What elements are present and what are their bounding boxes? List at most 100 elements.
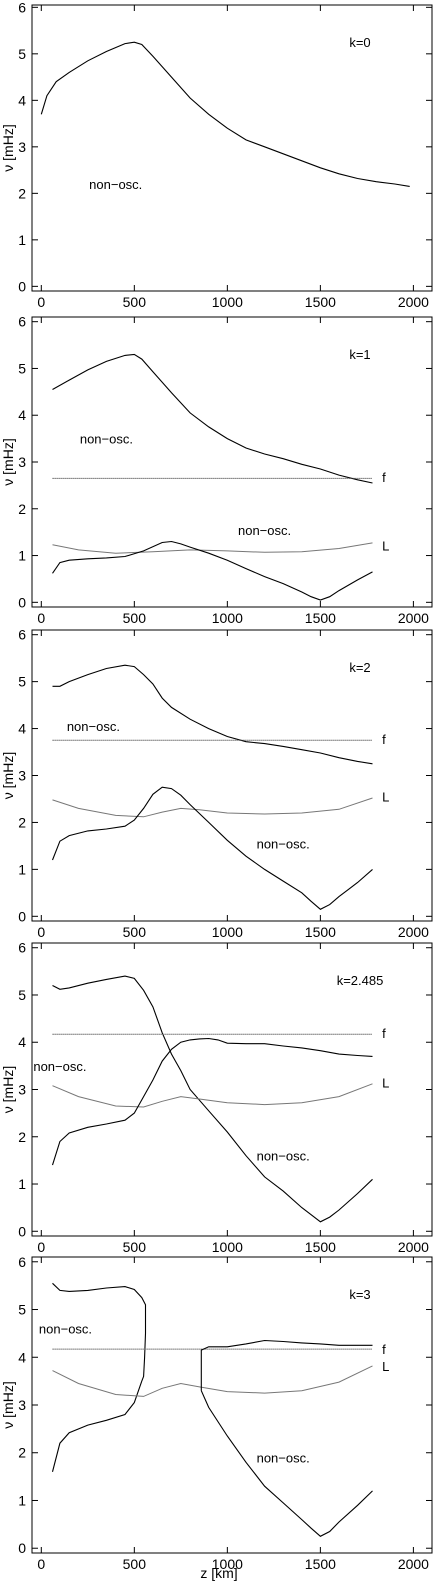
region-label: non−osc. [89,177,142,192]
y-tick-label: 2 [18,1445,26,1461]
plot-frame [31,4,433,292]
panel-1: 0 500 1000 1500 2000 0 1 2 3 4 5 6 ν [mHz] k=0 non−osc… [0,0,433,310]
y-tick-label: 2 [18,185,26,201]
plot-frame [31,316,433,608]
region-label: non−osc. [238,523,291,538]
panel-4: 0 500 1000 1500 2000 0 1 2 3 4 5 6 ν [mHz] k=2.485 non… [0,940,433,1255]
panel-title: k=2.485 [337,973,384,988]
y-tick-label: 3 [18,1082,26,1098]
region-label: non−osc. [80,432,133,447]
x-tick-label: 500 [123,1556,147,1572]
series-line-upper-left [52,1282,147,1382]
series-line-L [52,797,373,818]
x-tick-label: 2000 [398,1556,429,1572]
y-tick-label: 3 [18,1397,26,1413]
x-tick-label: 1000 [212,1556,243,1572]
curve-label-L: L [382,538,389,553]
series-line-lower [52,540,373,601]
x-tick-label: 2000 [398,294,429,310]
x-tick-label: 500 [123,924,147,940]
y-tick-label: 2 [18,501,26,517]
x-tick-label: 2000 [398,924,429,940]
y-tick-label: 6 [18,314,26,330]
x-tick-label: 500 [123,294,147,310]
curve-label-L: L [382,1075,389,1090]
curve-label-f: f [382,732,386,747]
x-tick-label: 1500 [305,924,336,940]
x-tick-label: 1500 [305,1239,336,1255]
series-line-L [52,1365,373,1397]
y-tick-label: 5 [18,360,26,376]
y-tick-label: 3 [18,139,26,155]
y-tick-label: 3 [18,768,26,784]
y-tick-label: 1 [18,1492,26,1508]
panel-title: k=0 [349,35,370,50]
y-tick-label: 6 [18,940,26,956]
y-tick-label: 0 [18,278,26,294]
x-tick-label: 2000 [398,610,429,626]
region-label: non−osc. [257,1149,310,1164]
x-tick-label: 0 [37,1239,45,1255]
series-line-L [52,1083,373,1108]
region-label: non−osc. [257,1451,310,1466]
y-tick-label: 2 [18,1129,26,1145]
curve-label-L: L [382,1359,389,1374]
y-axis-label: ν [mHz] [0,124,16,171]
y-tick-label: 5 [18,674,26,690]
y-tick-label: 0 [18,594,26,610]
y-tick-label: 4 [18,1349,26,1365]
y-axis-label: ν [mHz] [0,1066,16,1113]
y-tick-label: 5 [18,1302,26,1318]
panel-title: k=2 [349,660,370,675]
x-tick-label: 0 [37,610,45,626]
curve-label-f: f [382,1026,386,1041]
y-tick-label: 5 [18,987,26,1003]
series-line-lower-left [51,1380,143,1472]
y-tick-label: 1 [18,232,26,248]
x-tick-label: 2000 [398,1239,429,1255]
x-tick-label: 1000 [212,1239,243,1255]
y-tick-label: 1 [18,548,26,564]
panel-title: k=3 [349,1287,370,1302]
x-tick-label: 0 [37,924,45,940]
series-line-upper-right [200,1339,373,1391]
y-tick-label: 2 [18,814,26,830]
x-axis-label: z [km] [200,1565,237,1581]
x-tick-label: 1000 [212,294,243,310]
y-tick-label: 3 [18,454,26,470]
y-tick-label: 1 [18,861,26,877]
region-label: non−osc. [33,1059,86,1074]
y-tick-label: 4 [18,92,26,108]
x-tick-label: 1000 [212,924,243,940]
x-tick-label: 0 [37,1556,45,1572]
curve-label-f: f [382,1342,386,1357]
y-tick-label: 0 [18,1540,26,1556]
panel-3: 0 500 1000 1500 2000 0 1 2 3 4 5 6 ν [mHz] k=2 non−osc… [0,627,433,940]
x-tick-label: 1500 [305,294,336,310]
panel-title: k=1 [349,347,370,362]
y-tick-label: 5 [18,46,26,62]
y-tick-label: 1 [18,1176,26,1192]
y-tick-label: 0 [18,1223,26,1239]
curve-label-f: f [382,470,386,485]
series-line-lower-right [200,1390,373,1537]
series-line-upper-left [52,975,373,1223]
region-label: non−osc. [257,837,310,852]
y-tick-label: 4 [18,407,26,423]
y-tick-label: 4 [18,721,26,737]
series-line-upper [52,664,373,765]
x-tick-label: 1000 [212,610,243,626]
x-tick-label: 1500 [305,1556,336,1572]
series-line-upper [52,353,373,484]
y-tick-label: 6 [18,1254,26,1270]
panel-2: 0 500 1000 1500 2000 0 1 2 3 4 5 6 ν [mHz] k=1 non−osc… [0,314,433,626]
curve-label-L: L [382,790,389,805]
series-line-lower [51,786,373,910]
series-line-L [52,542,373,554]
series-line-lower-left [51,1037,373,1166]
y-tick-label: 4 [18,1034,26,1050]
y-axis-label: ν [mHz] [0,752,16,799]
plot-frame [31,1256,433,1554]
region-label: non−osc. [67,719,120,734]
